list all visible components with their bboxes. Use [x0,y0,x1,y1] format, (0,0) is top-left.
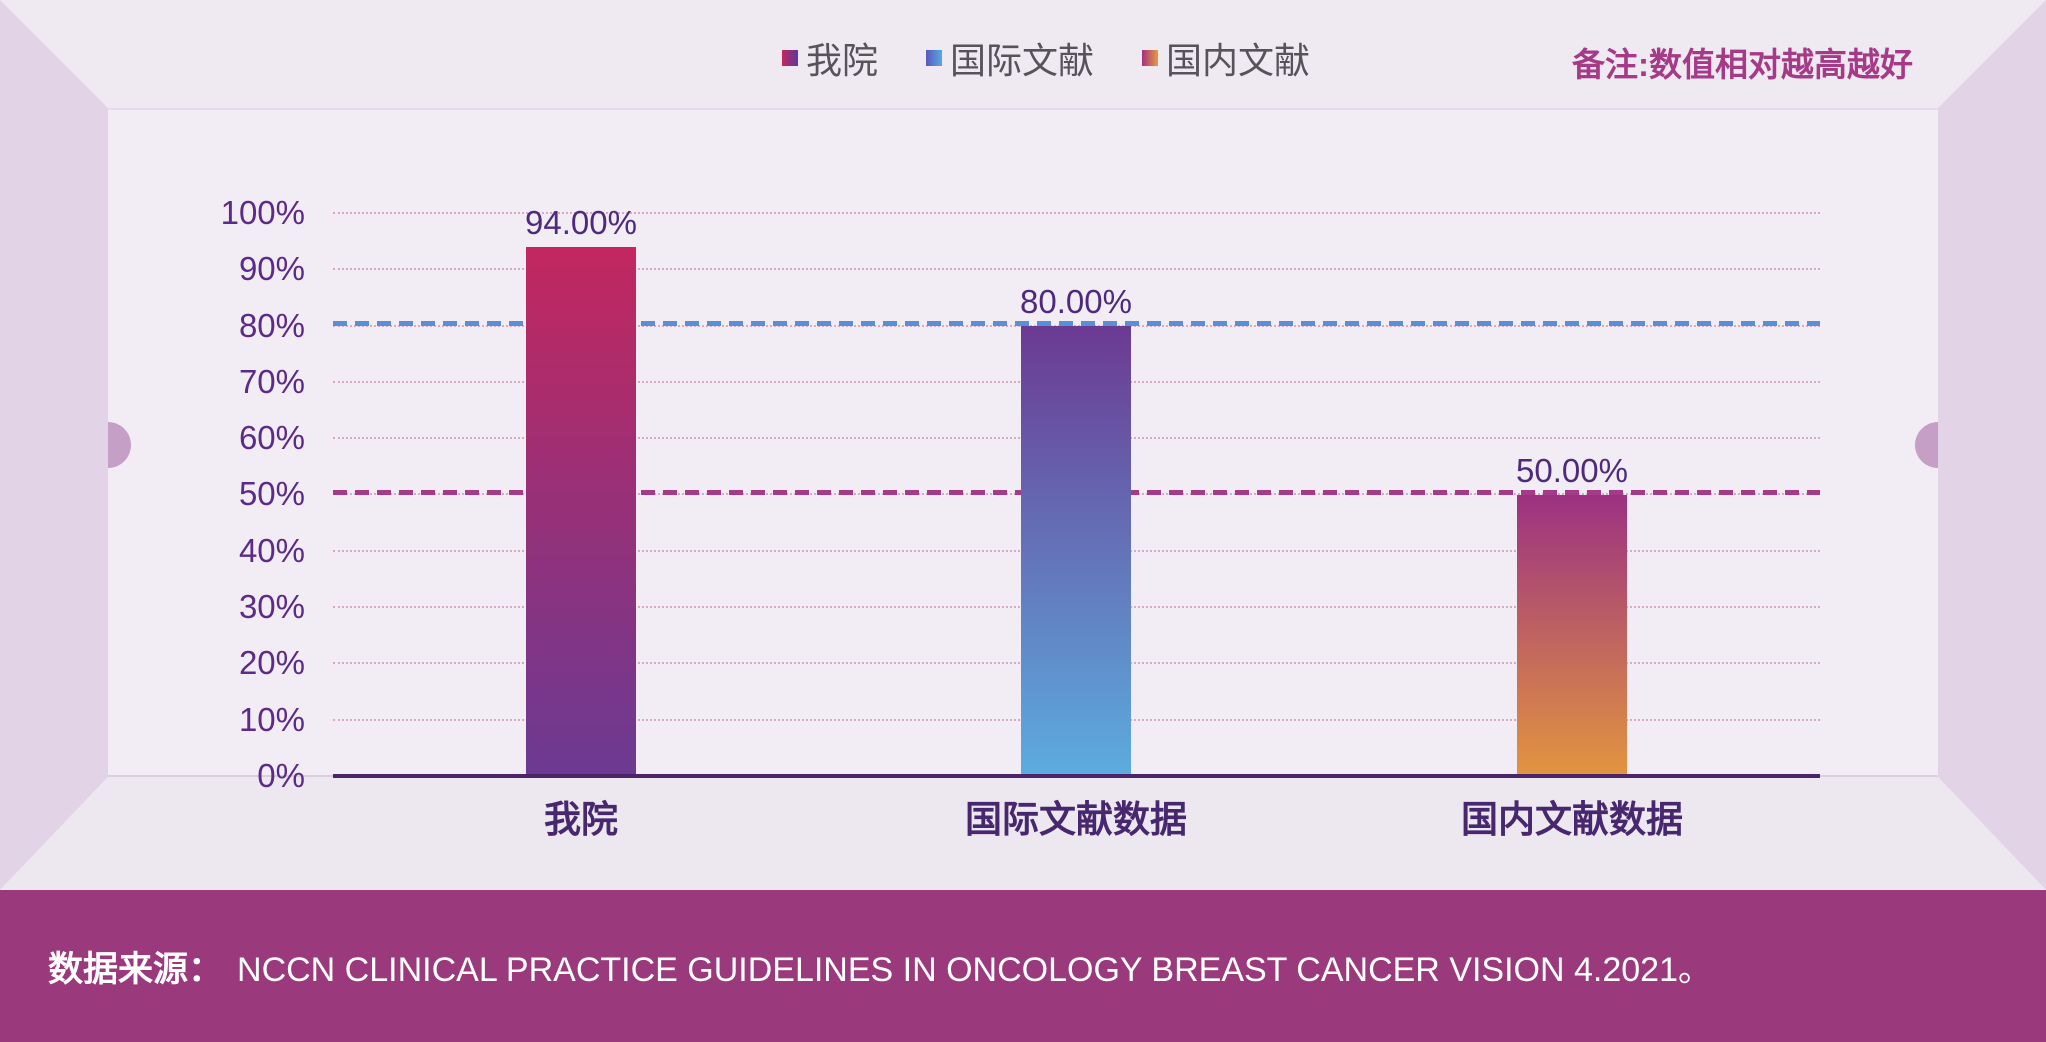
left-edge-knob [108,422,131,468]
legend-swatch-icon [782,50,798,66]
y-tick-50: 50% [238,475,305,512]
value-label-our-hospital: 94.00% [525,203,637,241]
value-label-international: 80.00% [1020,282,1132,320]
legend-label: 国内文献 [1166,40,1311,81]
legend-swatch-icon [1142,50,1159,66]
x-axis-line [333,774,1820,778]
frame-left-face [0,0,108,890]
right-edge-knob [1915,422,1938,468]
data-source-label: 数据来源： [48,949,224,989]
y-tick-10: 10% [238,701,305,738]
legend-label: 我院 [806,40,879,81]
y-tick-70: 70% [238,363,305,400]
frame-right-face [1938,0,2046,890]
bar-our-hospital [526,246,636,776]
reference-line-80 [333,320,1820,326]
legend-label: 国际文献 [950,40,1095,81]
value-label-domestic: 50.00% [1516,451,1628,489]
note-text: 备注:数值相对越高越好 [1572,46,1913,83]
category-label-domestic: 国内文献数据 [1461,799,1683,840]
bar-domestic [1517,494,1627,776]
legend-item-international: 国际文献 [926,32,1094,84]
category-label-international: 国际文献数据 [965,799,1187,840]
category-label-our-hospital: 我院 [544,799,618,840]
chart-legend: 我院 国际文献 国内文献 [782,34,1310,82]
legend-swatch-icon [926,50,943,66]
y-tick-20: 20% [238,644,305,681]
footer-bar: 数据来源： NCCN CLINICAL PRACTICE GUIDELINES … [0,890,2046,1042]
gridline-90 [333,268,1820,270]
y-tick-0: 0% [257,757,305,794]
y-tick-90: 90% [238,250,305,287]
y-tick-60: 60% [238,419,305,456]
y-tick-30: 30% [238,588,305,625]
gridline-100 [333,212,1820,214]
y-tick-80: 80% [238,307,305,344]
y-tick-40: 40% [238,532,305,569]
legend-item-our-hospital: 我院 [782,32,878,84]
frame-floor-face [0,777,2046,890]
bar-international [1021,325,1131,776]
y-tick-100: 100% [220,194,305,231]
legend-item-domestic: 国内文献 [1142,32,1310,84]
data-source-text: NCCN CLINICAL PRACTICE GUIDELINES IN ONC… [237,950,1712,989]
